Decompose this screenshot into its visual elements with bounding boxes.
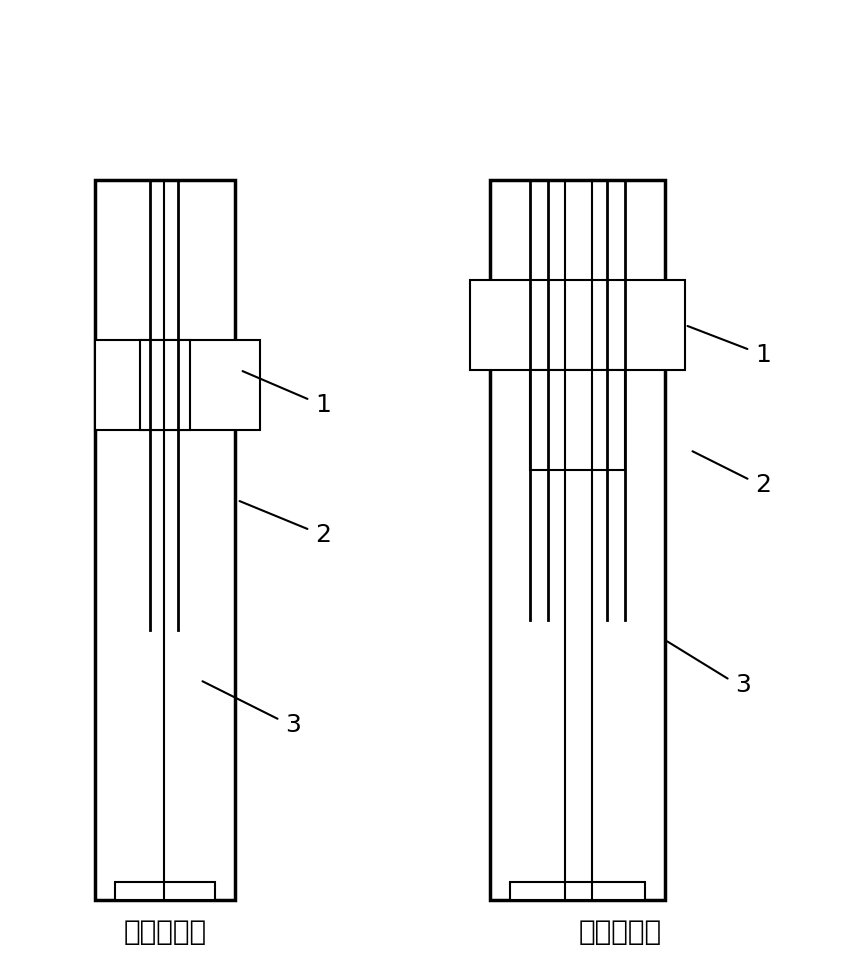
Text: 2: 2 bbox=[755, 473, 771, 497]
Bar bbox=[490, 180, 665, 900]
Text: 1: 1 bbox=[755, 343, 771, 367]
Text: 1: 1 bbox=[315, 393, 331, 417]
Text: 3: 3 bbox=[735, 673, 751, 697]
Text: 单热线结构: 单热线结构 bbox=[124, 918, 207, 946]
Text: 双热线结构: 双热线结构 bbox=[579, 918, 662, 946]
Bar bbox=[510, 882, 645, 900]
Bar bbox=[95, 180, 235, 900]
Bar bbox=[140, 340, 190, 430]
Bar bbox=[530, 370, 625, 470]
Text: 3: 3 bbox=[285, 713, 301, 737]
Bar bbox=[470, 280, 685, 370]
Text: 2: 2 bbox=[315, 523, 331, 547]
Bar bbox=[95, 340, 260, 430]
Bar bbox=[115, 882, 215, 900]
